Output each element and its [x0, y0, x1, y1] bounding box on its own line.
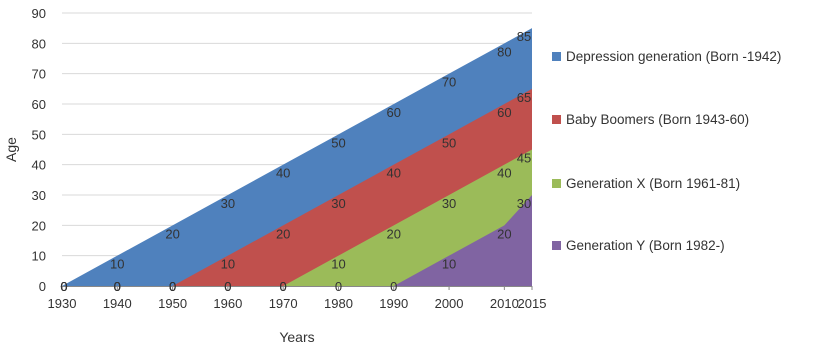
data-label-s3-1970: 0: [280, 279, 287, 294]
series-area-3: [62, 149, 532, 286]
series-area-4: [62, 195, 532, 286]
data-label-s2-1970: 20: [276, 226, 290, 241]
data-label-s4-1940: 0: [114, 279, 121, 294]
gridlines: [62, 12, 532, 257]
data-label-s1-2015: 85: [517, 29, 531, 44]
y-tick-label-0: 0: [39, 279, 46, 294]
data-label-s2-2000: 50: [442, 135, 456, 150]
x-tick-label-1980: 1980: [324, 296, 353, 311]
x-axis-title: Years: [279, 329, 314, 345]
data-label-s3-2000: 30: [442, 196, 456, 211]
data-label-s4-1950: 0: [169, 279, 176, 294]
data-label-s1-1940: 10: [110, 257, 124, 272]
data-label-s1-1970: 40: [276, 166, 290, 181]
data-label-s4-1970: 0: [280, 279, 287, 294]
data-label-s3-1950: 0: [169, 279, 176, 294]
data-label-s4-2015: 30: [517, 196, 531, 211]
y-tick-label-50: 50: [32, 127, 46, 142]
data-label-s4-1980: 0: [335, 279, 342, 294]
x-tick-label-1960: 1960: [213, 296, 242, 311]
legend-label-1: Depression generation (Born -1942): [566, 49, 781, 64]
data-label-s2-1980: 30: [331, 196, 345, 211]
x-tick-label-2015: 2015: [518, 296, 547, 311]
data-label-s2-1940: 0: [114, 279, 121, 294]
data-label-s1-1960: 30: [221, 196, 235, 211]
y-axis-title: Age: [3, 137, 19, 162]
data-label-s2-1930: 0: [60, 279, 67, 294]
data-label-s3-2010: 40: [497, 166, 511, 181]
data-label-s4-1930: 0: [60, 279, 67, 294]
legend-label-4: Generation Y (Born 1982-): [566, 238, 725, 253]
series-areas: [62, 28, 532, 286]
data-label-s4-1990: 0: [390, 279, 397, 294]
data-label-s2-2010: 60: [497, 105, 511, 120]
x-tick-label-1940: 1940: [103, 296, 132, 311]
data-label-s3-2015: 45: [517, 151, 531, 166]
x-tick-label-1930: 1930: [48, 296, 77, 311]
x-tick-label-1970: 1970: [269, 296, 298, 311]
data-label-s4-1960: 0: [224, 279, 231, 294]
legend-label-3: Generation X (Born 1961-81): [566, 176, 740, 191]
data-label-s1-2000: 70: [442, 75, 456, 90]
y-tick-label-80: 80: [32, 36, 46, 51]
data-label-s2-1990: 40: [387, 166, 401, 181]
y-tick-label-90: 90: [32, 6, 46, 21]
y-tick-label-70: 70: [32, 67, 46, 82]
data-label-s4-2010: 20: [497, 226, 511, 241]
legend-swatch-3: [552, 179, 561, 188]
x-tick-label-2010: 2010: [490, 296, 519, 311]
data-label-s3-1940: 0: [114, 279, 121, 294]
data-label-s3-1990: 20: [387, 226, 401, 241]
data-label-s1-2010: 80: [497, 44, 511, 59]
data-label-s1-1930: 0: [60, 279, 67, 294]
y-tick-label-20: 20: [32, 218, 46, 233]
data-label-s3-1960: 0: [224, 279, 231, 294]
data-label-s2-2015: 65: [517, 90, 531, 105]
legend: Depression generation (Born -1942) Baby B…: [552, 49, 781, 253]
x-tick-label-1990: 1990: [379, 296, 408, 311]
data-label-s1-1980: 50: [331, 135, 345, 150]
x-tick-label-2000: 2000: [435, 296, 464, 311]
y-tick-label-60: 60: [32, 97, 46, 112]
legend-swatch-4: [552, 241, 561, 250]
y-tick-label-40: 40: [32, 158, 46, 173]
data-label-s3-1930: 0: [60, 279, 67, 294]
data-label-s2-1960: 10: [221, 257, 235, 272]
legend-swatch-2: [552, 115, 561, 124]
data-label-s1-1950: 20: [165, 226, 179, 241]
x-tick-label-1950: 1950: [158, 296, 187, 311]
y-axis: 0 10 20 30 40 50 60 70 80 90: [32, 6, 46, 294]
y-tick-label-30: 30: [32, 188, 46, 203]
data-label-s3-1980: 10: [331, 257, 345, 272]
data-label-s2-1950: 0: [169, 279, 176, 294]
data-label-s1-1990: 60: [387, 105, 401, 120]
legend-swatch-1: [552, 52, 561, 61]
y-tick-label-10: 10: [32, 249, 46, 264]
legend-label-2: Baby Boomers (Born 1943-60): [566, 112, 749, 127]
data-label-s4-2000: 10: [442, 257, 456, 272]
